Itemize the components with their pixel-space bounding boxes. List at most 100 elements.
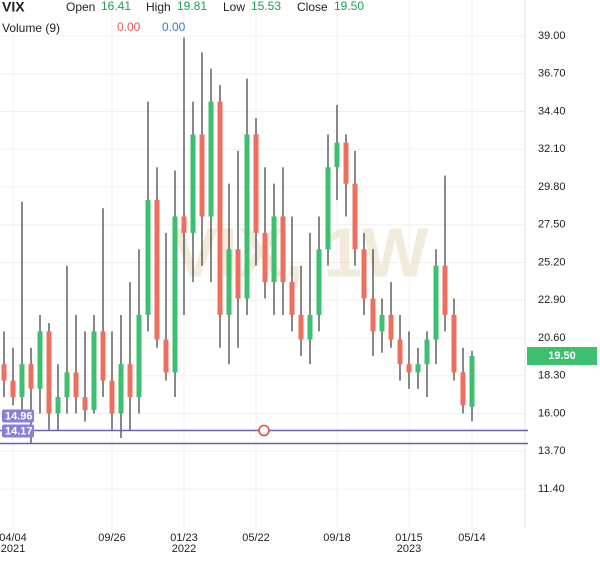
y-tick-label: 32.10 [538, 143, 566, 155]
grid [0, 0, 526, 528]
candle-body [73, 372, 79, 398]
candle-body [343, 142, 349, 184]
x-year-label: 2021 [1, 543, 25, 555]
high-value: 19.81 [177, 0, 207, 13]
volume-label: Volume (9) [2, 21, 60, 35]
candle-body [46, 331, 52, 414]
candle-body [1, 364, 7, 381]
y-tick-label: 13.70 [538, 445, 566, 457]
y-tick-label: 22.90 [538, 294, 566, 306]
candle-body [424, 339, 430, 365]
candle-body [19, 364, 25, 398]
candle-body [361, 249, 367, 299]
candle-body [109, 380, 115, 414]
candle-body [298, 314, 304, 340]
open-label: Open [66, 0, 95, 14]
y-tick-label: 39.00 [538, 30, 566, 42]
candle-body [235, 249, 241, 299]
x-tick-label: 01/15 [395, 532, 423, 544]
candle-body [136, 314, 142, 398]
low-label: Low [223, 0, 245, 14]
candle-body [154, 200, 160, 340]
candle-body [82, 397, 88, 411]
chart-title: VIX [2, 0, 25, 15]
candles [0, 37, 528, 445]
candle-body [352, 183, 358, 250]
price-tag-label: 19.50 [548, 350, 576, 362]
y-tick-label: 34.40 [538, 105, 566, 117]
candle-body [379, 314, 385, 332]
candle-body [226, 249, 232, 315]
volume-readout: 0.00 [117, 20, 141, 34]
candle-body [118, 364, 124, 414]
x-tick-label: 01/23 [170, 532, 198, 544]
volume-readout: 0.00 [162, 20, 186, 34]
x-tick-label: 05/22 [242, 532, 270, 544]
candle-body [91, 331, 97, 411]
candle-body [334, 142, 340, 168]
y-tick-label: 11.40 [538, 483, 565, 495]
x-tick-label: 04/04 [0, 532, 27, 544]
candle-body [190, 134, 196, 233]
y-tick-label: 29.80 [538, 181, 566, 193]
x-tick-label: 09/18 [323, 532, 351, 544]
y-tick-label: 25.20 [538, 256, 566, 268]
candle-body [55, 397, 61, 414]
candle-body [271, 216, 277, 283]
candle-body [370, 298, 376, 332]
high-label: High [146, 0, 171, 14]
candle-body [145, 200, 151, 315]
candle-body [406, 364, 412, 373]
open-value: 16.41 [101, 0, 131, 13]
watermark: VIX, 1W [172, 213, 429, 291]
candle-body [10, 380, 16, 398]
candle-body [325, 167, 331, 250]
candle-body [397, 339, 403, 365]
labels: 39.00 36.70 34.40 32.10 29.80 27.50 25.20 22.90… [0, 30, 597, 555]
candle-body [100, 331, 106, 381]
candle-body [433, 265, 439, 340]
x-tick-label: 09/26 [98, 532, 126, 544]
reference-handle [258, 424, 270, 437]
candle-body [208, 101, 214, 217]
y-tick-label: 18.30 [538, 370, 566, 382]
reference-label-box [2, 409, 34, 423]
x-year-label: 2023 [397, 543, 421, 555]
y-tick-label: 27.50 [538, 219, 566, 231]
candle-body [415, 364, 421, 373]
candle-body [127, 364, 133, 398]
candle-body [163, 339, 169, 373]
candle-body [388, 314, 394, 340]
candle-body [199, 134, 205, 217]
candle-body [253, 134, 259, 233]
candle-body [64, 372, 70, 398]
close-label: Close [297, 0, 328, 14]
candle-body [28, 364, 34, 389]
candle-body [244, 134, 250, 299]
candle-body [172, 216, 178, 373]
y-tick-label: 16.00 [538, 407, 566, 419]
reference-label-box [2, 424, 34, 438]
candle-body [289, 282, 295, 315]
candle-body [37, 331, 43, 389]
x-tick-label: 05/14 [458, 532, 486, 544]
candle-body [181, 216, 187, 233]
y-tick-label: 36.70 [538, 68, 566, 80]
candle-body [460, 372, 466, 406]
candle-body [316, 249, 322, 315]
y-tick-label: 20.60 [538, 332, 566, 344]
candle-body [442, 265, 448, 315]
x-year-label: 2022 [172, 543, 196, 555]
reference-label: 14.17 [5, 425, 33, 437]
candle-body [469, 355, 475, 407]
close-value: 19.50 [334, 0, 364, 13]
candle-body [280, 216, 286, 283]
candle-body [451, 314, 457, 373]
low-value: 15.53 [251, 0, 281, 13]
price-tag [527, 346, 597, 365]
candle-body [307, 314, 313, 340]
reference-label: 14.96 [5, 410, 33, 422]
candle-body [262, 232, 268, 283]
